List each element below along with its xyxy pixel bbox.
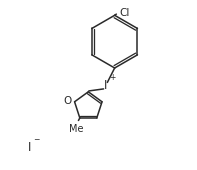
Text: +: + bbox=[109, 73, 115, 82]
Text: I: I bbox=[28, 141, 31, 154]
Text: O: O bbox=[63, 96, 72, 106]
Text: −: − bbox=[33, 135, 39, 144]
Text: Cl: Cl bbox=[119, 8, 130, 18]
Text: Me: Me bbox=[69, 124, 83, 134]
Text: I: I bbox=[104, 79, 107, 92]
